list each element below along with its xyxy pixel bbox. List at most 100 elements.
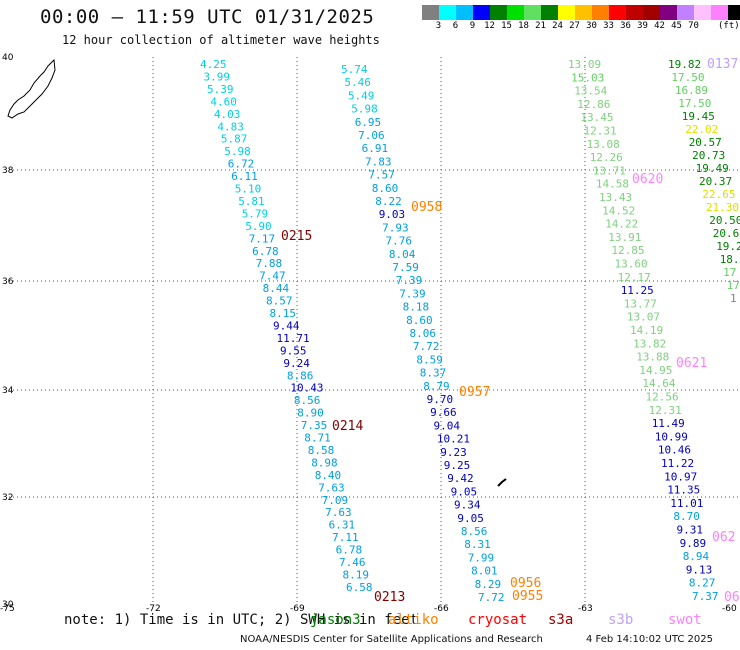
wave-height-label: 8.94 — [683, 550, 710, 563]
page-subtitle: 12 hour collection of altimeter wave hei… — [62, 33, 380, 47]
wave-height-label: 11.35 — [667, 484, 700, 497]
wave-height-label: 5.98 — [351, 103, 378, 116]
scale-label: 39 — [637, 21, 648, 31]
satellite-jason3: jason3 — [310, 612, 361, 628]
lon-tick-label: -75 — [0, 604, 15, 614]
pass-time-label: 0620 — [632, 172, 663, 187]
wave-height-label: 8.18 — [403, 301, 430, 314]
wave-height-label: 13.54 — [574, 85, 607, 98]
wave-height-label: 8.60 — [406, 314, 433, 327]
wave-height-label: 8.04 — [389, 248, 416, 261]
wave-height-label: 10.97 — [664, 470, 697, 483]
wave-height-label: 21.30 — [706, 201, 739, 214]
lat-tick-label: 40 — [2, 53, 14, 63]
scale-label: 15 — [501, 21, 512, 31]
wave-height-label: 17.50 — [671, 71, 704, 84]
source-credit: NOAA/NESDIS Center for Satellite Applica… — [240, 634, 543, 645]
scale-label: 70 — [688, 21, 699, 31]
wave-height-label: 17.50 — [678, 97, 711, 110]
scale-label: 27 — [569, 21, 580, 31]
scale-unit: (ft) — [718, 21, 740, 31]
pass-time-label: 0137 — [707, 57, 738, 72]
wave-height-label: 9.03 — [379, 208, 406, 221]
wave-height-label: 6.91 — [362, 142, 389, 155]
wave-height-label: 5.49 — [348, 89, 375, 102]
wave-height-label: 6.78 — [252, 245, 279, 258]
satellite-altiko: altiko — [388, 612, 439, 628]
pass-time-label: 0213 — [374, 590, 405, 605]
scale-label: 9 — [469, 21, 476, 31]
wave-height-label: 7.57 — [368, 169, 395, 182]
wave-height-label: 7.35 — [301, 419, 328, 432]
page-title: 00:00 – 11:59 UTC 01/31/2025 — [40, 6, 375, 28]
wave-height-label: 9.89 — [680, 537, 707, 550]
wave-height-label: 5.90 — [245, 220, 272, 233]
track-4: 19.8217.5016.8917.5019.4522.0220.5720.73… — [668, 58, 740, 305]
wave-height-label: 20.37 — [699, 175, 732, 188]
scale-swatch — [575, 5, 592, 20]
lon-tick-label: -63 — [578, 604, 593, 614]
scale-swatch — [660, 5, 677, 20]
wave-height-label: 9.24 — [283, 357, 310, 370]
wave-height-label: 8.60 — [372, 182, 399, 195]
wave-height-label: 12.31 — [649, 404, 682, 417]
wave-height-label: 8.01 — [471, 565, 498, 578]
scale-label: 12 — [484, 21, 495, 31]
wave-height-label: 7.59 — [392, 261, 419, 274]
satellite-s3b: s3b — [608, 612, 634, 628]
wave-height-label: 4.60 — [210, 95, 237, 108]
wave-height-label: 13.88 — [636, 351, 669, 364]
wave-height-label: 9.05 — [451, 485, 478, 498]
scale-label: 21 — [535, 21, 546, 31]
wave-height-label: 15.03 — [571, 71, 604, 84]
wave-height-label: 14.58 — [596, 178, 629, 191]
scale-swatch — [728, 5, 740, 20]
wave-height-label: 9.42 — [447, 472, 474, 485]
wave-height-label: 7.46 — [339, 556, 366, 569]
generated-time: 4 Feb 14:10:02 UTC 2025 — [586, 634, 713, 645]
scale-swatch — [626, 5, 643, 20]
wave-height-label: 7.39 — [396, 274, 423, 287]
wave-height-label: 13.82 — [633, 337, 666, 350]
footnote: note: 1) Time is in UTC; 2) SWH is in fe… — [64, 612, 419, 628]
wave-height-label: 7.93 — [382, 221, 409, 234]
wave-height-label: 7.09 — [322, 494, 349, 507]
wave-height-label: 8.29 — [475, 578, 502, 591]
wave-height-label: 9.25 — [444, 459, 471, 472]
wave-height-label: 11.22 — [661, 457, 694, 470]
pass-time-label: 0621 — [676, 356, 707, 371]
wave-height-label: 1 — [730, 292, 737, 305]
wave-height-label: 9.44 — [273, 319, 300, 332]
color-scale — [422, 5, 740, 20]
wave-height-label: 19.2 — [716, 240, 740, 253]
wave-height-label: 7.63 — [318, 481, 345, 494]
wave-height-label: 8.79 — [423, 380, 450, 393]
wave-height-label: 8.90 — [297, 407, 324, 420]
scale-label: 45 — [671, 21, 682, 31]
scale-label: 42 — [654, 21, 665, 31]
wave-height-label: 14.95 — [639, 364, 672, 377]
coastline-nova-scotia — [7, 58, 56, 119]
wave-height-label: 7.63 — [325, 506, 352, 519]
wave-height-label: 8.56 — [461, 525, 488, 538]
wave-height-label: 5.74 — [341, 63, 368, 76]
wave-height-label: 9.55 — [280, 344, 307, 357]
lon-tick-label: -60 — [722, 604, 737, 614]
coastline — [7, 58, 507, 487]
wave-height-label: 8.58 — [308, 444, 335, 457]
wave-height-label: 17 — [727, 279, 740, 292]
scale-swatch — [711, 5, 728, 20]
wave-height-label: 20.57 — [689, 136, 722, 149]
wave-height-label: 14.19 — [630, 324, 663, 337]
scale-swatch — [592, 5, 609, 20]
wave-height-label: 8.71 — [304, 432, 331, 445]
wave-height-label: 6.95 — [355, 116, 382, 129]
altimeter-tracks: 4.253.995.394.604.034.835.875.986.726.11… — [200, 58, 740, 604]
wave-height-label: 11.25 — [621, 284, 654, 297]
scale-swatch — [541, 5, 558, 20]
pass-time-label: 0958 — [411, 200, 442, 215]
scale-swatch — [677, 5, 694, 20]
track-2: 5.745.465.495.986.957.066.917.837.578.60… — [341, 63, 505, 604]
wave-height-label: 22.02 — [685, 123, 718, 136]
wave-height-label: 13.77 — [624, 297, 657, 310]
